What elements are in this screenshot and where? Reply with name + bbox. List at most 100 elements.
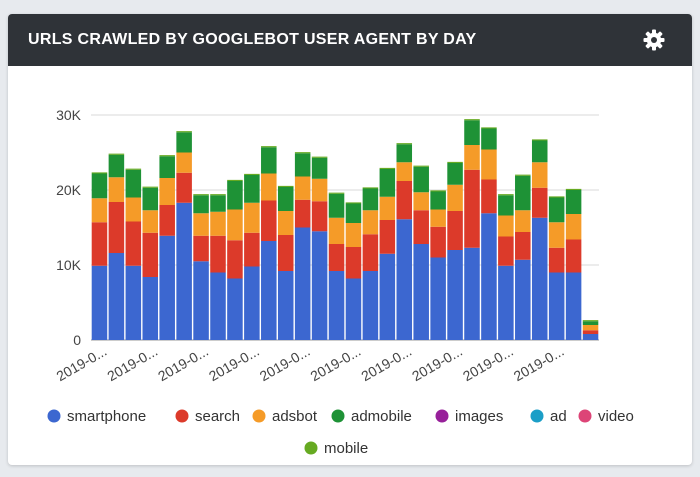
bar-segment-adsbot[interactable] (142, 210, 159, 233)
bar-segment-smartphone[interactable] (413, 244, 429, 340)
bar-segment-smartphone[interactable] (311, 231, 328, 340)
bar-segment-search[interactable] (481, 179, 497, 214)
bar-segment-mobile[interactable] (328, 192, 345, 194)
bar-segment-mobile[interactable] (261, 146, 277, 148)
bar-segment-adsbot[interactable] (582, 325, 599, 331)
bar-segment-search[interactable] (565, 239, 582, 273)
bar-segment-adsbot[interactable] (430, 209, 446, 227)
bar-segment-adsbot[interactable] (125, 197, 142, 222)
bar-segment-search[interactable] (261, 200, 277, 242)
legend-item-ad[interactable]: ad (530, 408, 567, 425)
bar-segment-admobile[interactable] (210, 195, 226, 212)
bar-segment-mobile[interactable] (345, 202, 362, 204)
bar-segment-adsbot[interactable] (362, 210, 379, 235)
bar-segment-search[interactable] (345, 247, 362, 279)
bar-segment-adsbot[interactable] (498, 215, 514, 237)
bar-segment-search[interactable] (244, 232, 260, 267)
bar-segment-search[interactable] (447, 211, 463, 250)
bar-segment-smartphone[interactable] (362, 271, 379, 340)
bar-segment-admobile[interactable] (142, 187, 159, 211)
bar-segment-smartphone[interactable] (108, 253, 125, 340)
bar-segment-adsbot[interactable] (548, 222, 565, 248)
bar-segment-admobile[interactable] (396, 144, 413, 163)
bar-segment-admobile[interactable] (294, 153, 311, 177)
bar-segment-smartphone[interactable] (498, 265, 514, 340)
bar-segment-smartphone[interactable] (396, 219, 413, 340)
bar-segment-adsbot[interactable] (464, 145, 480, 170)
bar-segment-mobile[interactable] (210, 194, 226, 196)
bar-segment-admobile[interactable] (125, 169, 142, 198)
bar-segment-mobile[interactable] (447, 161, 463, 164)
bar-segment-search[interactable] (176, 172, 192, 203)
bar-segment-search[interactable] (396, 181, 413, 220)
bar-segment-mobile[interactable] (565, 188, 582, 191)
bar-segment-admobile[interactable] (565, 190, 582, 214)
bar-segment-adsbot[interactable] (328, 217, 345, 244)
bar-segment-search[interactable] (142, 232, 159, 277)
bar-segment-adsbot[interactable] (481, 149, 497, 180)
bar-segment-admobile[interactable] (311, 157, 328, 179)
legend-item-adsbot[interactable]: adsbot (252, 408, 318, 425)
bar-segment-adsbot[interactable] (227, 209, 243, 241)
bar-segment-admobile[interactable] (345, 203, 362, 224)
bar-segment-search[interactable] (210, 235, 226, 273)
bar-segment-adsbot[interactable] (345, 223, 362, 247)
bar-segment-adsbot[interactable] (396, 162, 413, 181)
bar-segment-search[interactable] (277, 235, 294, 271)
bar-segment-adsbot[interactable] (159, 178, 175, 205)
bar-segment-search[interactable] (227, 240, 243, 279)
bar-segment-admobile[interactable] (91, 173, 108, 199)
legend-item-mobile[interactable]: mobile (304, 440, 369, 457)
bar-segment-search[interactable] (159, 205, 175, 236)
bar-segment-admobile[interactable] (227, 181, 243, 210)
bar-segment-smartphone[interactable] (464, 247, 480, 340)
bar-segment-mobile[interactable] (548, 196, 565, 198)
bar-segment-admobile[interactable] (481, 128, 497, 150)
bar-segment-search[interactable] (515, 232, 531, 260)
bar-segment-search[interactable] (498, 236, 514, 266)
bar-segment-admobile[interactable] (413, 166, 429, 193)
bar-segment-mobile[interactable] (108, 153, 125, 155)
bar-segment-search[interactable] (125, 221, 142, 266)
bar-segment-adsbot[interactable] (447, 184, 463, 211)
bar-segment-admobile[interactable] (531, 140, 548, 163)
bar-segment-smartphone[interactable] (328, 271, 345, 340)
bar-segment-admobile[interactable] (464, 120, 480, 145)
bar-segment-mobile[interactable] (464, 119, 480, 121)
bar-segment-adsbot[interactable] (210, 211, 226, 236)
bar-segment-smartphone[interactable] (193, 261, 209, 340)
bar-segment-admobile[interactable] (447, 163, 463, 185)
bar-segment-smartphone[interactable] (582, 334, 599, 340)
bar-segment-mobile[interactable] (125, 168, 142, 170)
bar-segment-smartphone[interactable] (176, 202, 192, 340)
bar-segment-smartphone[interactable] (531, 217, 548, 340)
bar-segment-mobile[interactable] (481, 127, 497, 129)
bar-segment-search[interactable] (294, 199, 311, 228)
legend-item-admobile[interactable]: admobile (331, 408, 412, 425)
bar-segment-search[interactable] (430, 226, 446, 258)
bar-segment-smartphone[interactable] (210, 272, 226, 341)
bar-segment-search[interactable] (328, 244, 345, 271)
bar-segment-admobile[interactable] (498, 195, 514, 216)
bar-segment-mobile[interactable] (498, 194, 514, 196)
bar-segment-smartphone[interactable] (261, 241, 277, 340)
bar-segment-adsbot[interactable] (531, 162, 548, 188)
bar-segment-smartphone[interactable] (515, 259, 531, 340)
bar-segment-adsbot[interactable] (277, 211, 294, 235)
bar-segment-mobile[interactable] (227, 179, 243, 182)
bar-segment-adsbot[interactable] (108, 177, 125, 202)
bar-segment-smartphone[interactable] (277, 271, 294, 340)
bar-segment-adsbot[interactable] (565, 214, 582, 240)
legend-item-images[interactable]: images (435, 408, 504, 425)
bar-segment-mobile[interactable] (362, 187, 379, 189)
bar-segment-smartphone[interactable] (430, 257, 446, 341)
bar-segment-smartphone[interactable] (345, 278, 362, 341)
bar-segment-search[interactable] (379, 220, 396, 254)
bar-segment-mobile[interactable] (294, 152, 311, 154)
bar-segment-smartphone[interactable] (294, 227, 311, 341)
bar-segment-admobile[interactable] (515, 175, 531, 211)
bar-segment-search[interactable] (362, 234, 379, 271)
bar-segment-mobile[interactable] (396, 143, 413, 145)
bar-segment-admobile[interactable] (176, 132, 192, 153)
bar-segment-smartphone[interactable] (142, 277, 159, 340)
